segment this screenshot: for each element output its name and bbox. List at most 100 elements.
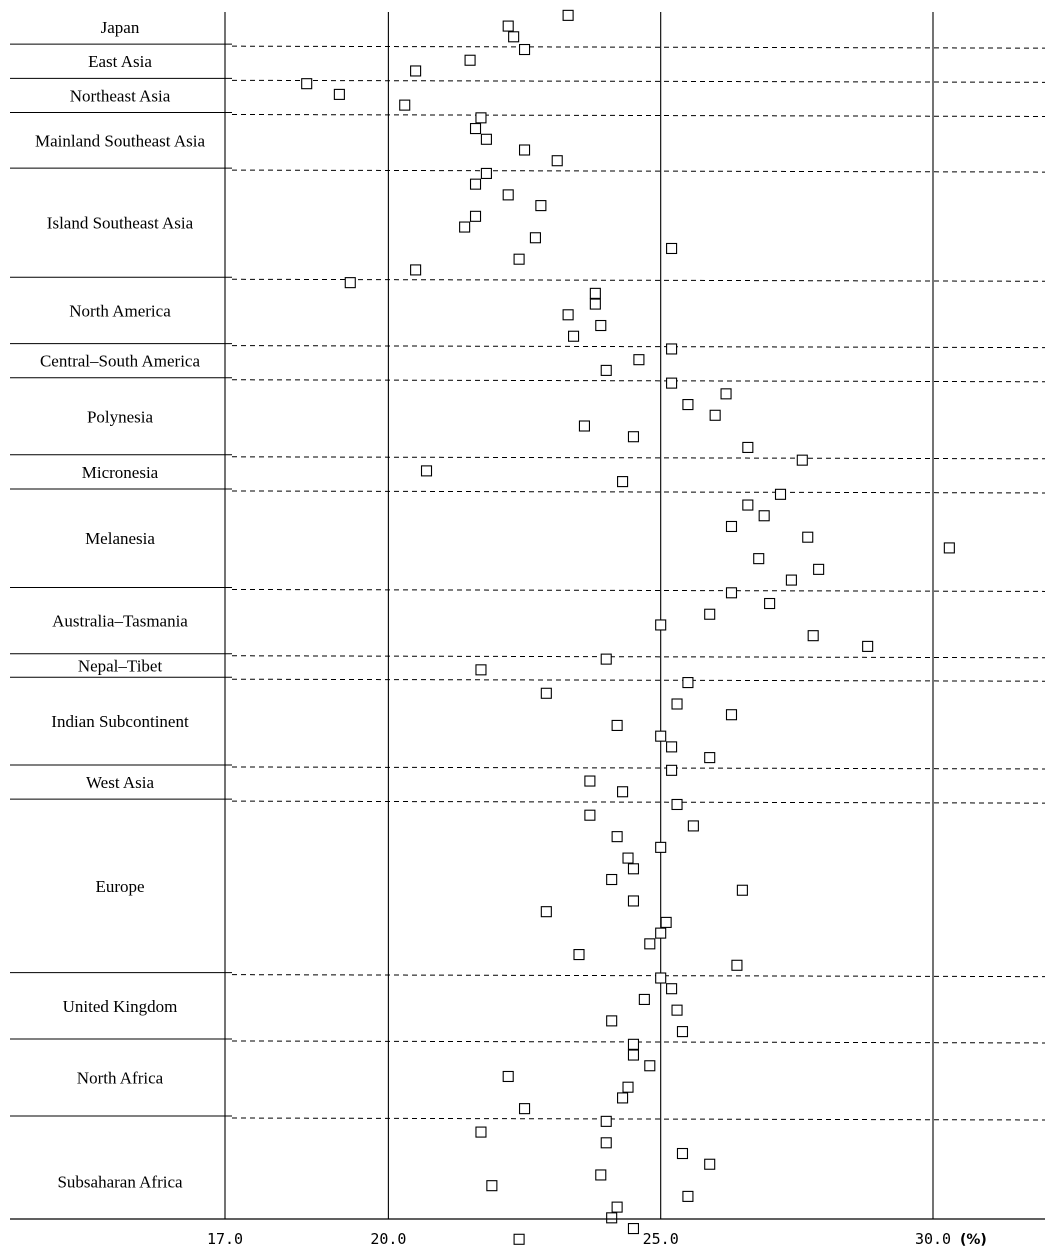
point-7-2 [682,399,694,411]
point-7-3 [709,409,721,421]
point-14-15 [731,959,743,971]
point-7-0 [666,377,678,389]
point-12-5 [655,730,667,742]
separator-dashed-5 [231,345,1045,349]
point-4-5 [459,221,471,233]
point-10-1 [764,597,776,610]
separator-dashed-14 [231,974,1045,978]
group-label-9: Melanesia [85,529,155,548]
x-tick-label-1: 20.0 [370,1230,406,1248]
separator-dashed-3 [231,169,1045,173]
group-label-16: North Africa [77,1068,164,1087]
point-11-1 [475,664,487,676]
point-13-0 [666,764,678,776]
point-7-4 [578,420,590,432]
group-label-8: Micronesia [82,463,159,482]
point-12-3 [725,709,738,721]
point-15-2 [638,993,650,1005]
group-label-12: Indian Subcontinent [51,712,189,731]
separator-dashed-1 [231,79,1045,83]
x-tick-label-3: 30.0 [915,1230,951,1248]
point-16-6 [518,1103,531,1115]
separator-dashed-8 [231,490,1045,494]
point-2-0 [301,78,313,90]
point-17-2 [600,1137,612,1149]
separator-dashed-4 [231,278,1045,282]
point-16-4 [622,1081,634,1093]
point-4-4 [469,210,482,222]
point-10-2 [704,608,716,620]
point-6-1 [633,354,645,366]
point-1-2 [410,65,422,77]
point-17-11 [513,1233,525,1245]
point-14-7 [606,873,618,886]
point-5-2 [589,298,601,310]
point-9-0 [774,488,787,500]
separator-dashed-13 [231,800,1045,804]
group-label-2: Northeast Asia [70,86,171,105]
group-label-1: East Asia [88,52,152,71]
point-6-0 [666,343,678,355]
point-9-5 [943,542,955,554]
group-labels: Japan East Asia Northeast Asia Mainland Sou… [35,18,205,1191]
point-4-1 [469,178,482,190]
point-10-3 [655,619,667,631]
point-14-13 [644,938,656,950]
point-7-1 [720,388,732,400]
point-14-9 [627,895,640,907]
point-2-1 [333,88,345,100]
point-7-6 [742,441,754,453]
point-4-6 [529,232,541,244]
separator-dashed-9 [231,588,1045,592]
point-15-4 [606,1015,618,1027]
point-1-0 [518,43,531,56]
point-17-3 [676,1147,689,1160]
point-0-0 [562,9,574,21]
point-13-2 [617,786,629,798]
point-9-4 [802,531,814,543]
group-label-7: Polynesia [87,407,154,426]
group-label-5: North America [69,301,171,320]
point-17-4 [704,1158,716,1170]
point-4-9 [410,264,422,276]
point-5-1 [589,287,601,299]
point-5-4 [595,319,607,332]
point-17-10 [627,1223,640,1235]
point-17-7 [682,1190,694,1202]
point-17-5 [595,1169,607,1181]
point-10-0 [725,587,738,599]
x-tick-label-0: 17.0 [207,1230,243,1248]
point-14-3 [611,831,623,843]
point-0-2 [508,31,520,43]
separator-dashed-11 [231,678,1045,682]
separator-dashed-0 [231,45,1045,49]
group-separators [10,43,1045,1121]
point-5-0 [344,277,356,289]
separator-dashed-12 [231,766,1045,770]
point-8-0 [796,454,808,466]
x-unit-label: (%) [960,1232,987,1248]
point-5-3 [562,309,574,321]
point-15-3 [671,1004,683,1016]
separator-dashed-16 [231,1117,1045,1121]
group-label-14: Europe [95,877,144,896]
group-label-13: West Asia [86,773,154,792]
point-14-14 [573,949,585,961]
point-5-5 [568,330,580,342]
separator-dashed-10 [231,655,1045,659]
data-points [301,9,955,1245]
point-3-4 [551,155,563,167]
point-17-1 [475,1126,487,1138]
point-4-0 [480,167,492,179]
x-tick-label-2: 25.0 [643,1230,679,1248]
point-8-2 [617,476,629,488]
group-label-15: United Kingdom [63,997,178,1016]
point-16-2 [644,1060,656,1072]
point-13-1 [584,775,596,787]
point-15-0 [655,972,667,984]
point-14-11 [660,916,672,928]
point-9-2 [758,510,770,522]
point-3-3 [518,144,531,156]
point-4-8 [513,253,525,265]
